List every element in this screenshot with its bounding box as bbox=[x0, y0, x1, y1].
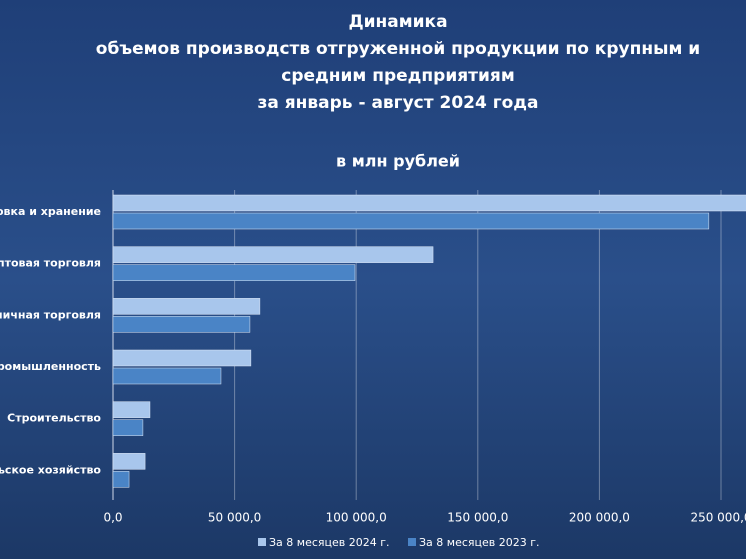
chart-title: средним предприятиям bbox=[281, 66, 514, 86]
legend-swatch bbox=[408, 538, 416, 546]
legend-label: За 8 месяцев 2023 г. bbox=[419, 536, 540, 549]
bar bbox=[112, 453, 146, 470]
chart-title: Динамика bbox=[348, 12, 447, 32]
y-tick-label: ничная торговля bbox=[0, 308, 101, 321]
chart-title: объемов производств отгруженной продукци… bbox=[96, 39, 700, 59]
bar bbox=[112, 401, 151, 418]
bar bbox=[112, 349, 252, 367]
x-tick-label: 100 000,0 bbox=[326, 511, 387, 525]
legend-swatch bbox=[258, 538, 266, 546]
bar bbox=[112, 264, 356, 281]
bar bbox=[112, 212, 710, 230]
x-tick-label: 0,0 bbox=[103, 511, 122, 525]
bar bbox=[112, 316, 251, 333]
x-tick-label: 150 000,0 bbox=[447, 511, 508, 525]
x-tick-label: 50 000,0 bbox=[208, 511, 261, 525]
y-tick-label: ьское хозяйство bbox=[0, 463, 101, 476]
y-tick-label: овка и хранение bbox=[0, 205, 101, 218]
bar bbox=[112, 298, 261, 315]
x-tick-label: 250 000,0 bbox=[690, 511, 746, 525]
y-tick-label: птовая торговля bbox=[0, 257, 101, 270]
bar bbox=[112, 367, 222, 385]
chart-subtitle: в млн рублей bbox=[336, 152, 460, 171]
x-tick-label: 200 000,0 bbox=[569, 511, 630, 525]
bar bbox=[112, 471, 130, 488]
chart-title: за январь - август 2024 года bbox=[257, 93, 538, 113]
bar bbox=[112, 419, 144, 436]
bar bbox=[112, 246, 434, 263]
bar bbox=[112, 194, 746, 212]
y-tick-label: Строительство bbox=[7, 412, 101, 425]
y-tick-label: ромышленность bbox=[0, 360, 101, 373]
legend-label: За 8 месяцев 2024 г. bbox=[269, 536, 390, 549]
